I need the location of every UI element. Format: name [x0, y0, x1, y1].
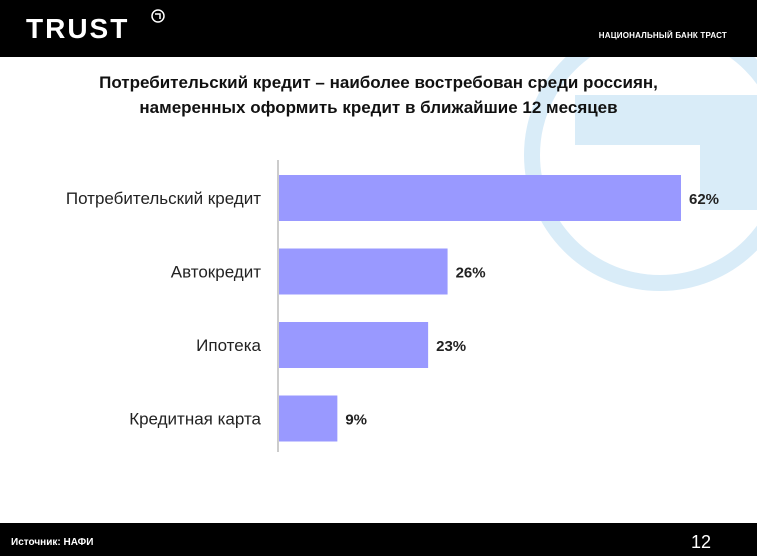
source-note: Источник: НАФИ [11, 537, 94, 548]
category-label-2: Ипотека [196, 336, 261, 355]
page-number: 12 [690, 532, 711, 552]
value-label-1: 26% [456, 265, 486, 282]
slide-title: Потребительский кредит – наиболее востре… [0, 70, 757, 120]
bar-2 [279, 322, 429, 368]
title-line-2: намеренных оформить кредит в ближайшие 1… [139, 98, 618, 117]
bars-group: Потребительский кредит 62% Автокредит 26% Ип… [66, 175, 719, 442]
bar-1 [279, 248, 448, 295]
trust-logo: TRUST [26, 9, 165, 44]
value-label-2: 23% [436, 338, 466, 355]
footer-bar: Источник: НАФИ 12 [0, 523, 757, 556]
category-label-3: Кредитная карта [129, 410, 261, 429]
header-bar: TRUST НАЦИОНАЛЬНЫЙ БАНК ТРАСТ [0, 0, 757, 57]
bar-3 [279, 395, 338, 442]
value-label-3: 9% [345, 412, 367, 429]
bar-0 [279, 175, 681, 221]
title-line-1: Потребительский кредит – наиболее востре… [99, 73, 658, 92]
logo-text: TRUST [26, 13, 129, 44]
category-label-0: Потребительский кредит [66, 189, 261, 208]
category-label-1: Автокредит [171, 263, 261, 282]
bank-name: НАЦИОНАЛЬНЫЙ БАНК ТРАСТ [598, 31, 727, 40]
value-label-0: 62% [689, 191, 719, 208]
